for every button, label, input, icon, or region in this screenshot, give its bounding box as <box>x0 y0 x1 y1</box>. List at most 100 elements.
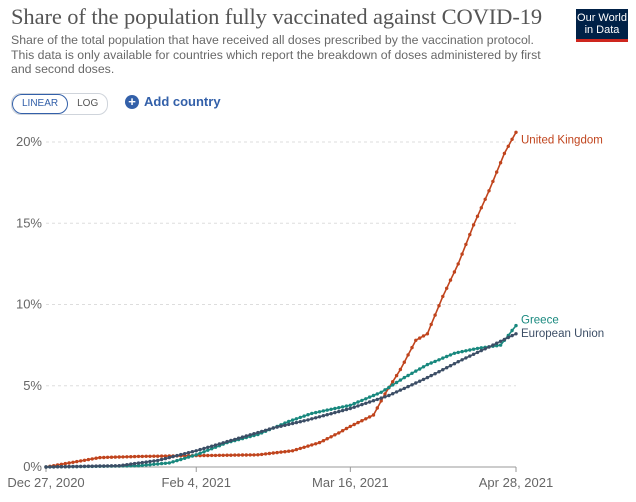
data-point <box>186 455 191 459</box>
data-point <box>437 358 441 362</box>
data-point <box>290 449 295 453</box>
data-point <box>94 456 98 460</box>
data-point <box>129 455 133 459</box>
data-point <box>183 452 187 456</box>
data-point <box>267 427 272 431</box>
data-point <box>321 439 326 443</box>
data-point <box>510 137 514 141</box>
data-point <box>256 453 260 457</box>
data-point <box>471 352 476 356</box>
data-point <box>109 464 114 468</box>
series-label: United Kingdom <box>521 134 603 146</box>
data-point <box>167 455 171 460</box>
data-point <box>152 454 156 458</box>
data-point <box>352 401 356 406</box>
linear-scale-button[interactable]: LINEAR <box>12 94 69 114</box>
data-point <box>364 417 368 421</box>
data-point <box>506 335 510 340</box>
data-point <box>67 464 71 469</box>
data-point <box>290 418 295 422</box>
data-point <box>340 405 345 409</box>
data-point <box>121 463 125 467</box>
data-point <box>325 413 329 417</box>
data-point <box>306 444 310 448</box>
data-point <box>206 448 210 452</box>
data-point <box>63 461 67 466</box>
data-point <box>441 294 445 299</box>
data-point <box>337 431 341 435</box>
data-point <box>298 420 302 424</box>
data-point <box>260 429 264 434</box>
add-country-button[interactable]: + Add country <box>125 94 221 109</box>
data-point <box>252 453 256 457</box>
data-point <box>263 452 268 456</box>
data-point <box>59 465 64 469</box>
data-point <box>448 353 453 357</box>
data-point <box>202 453 206 458</box>
y-tick-label: 10% <box>16 297 42 312</box>
data-point <box>306 418 310 422</box>
data-point <box>256 430 260 435</box>
data-point <box>175 458 179 463</box>
data-point <box>109 455 114 459</box>
data-point <box>429 322 433 327</box>
data-point <box>132 461 137 466</box>
data-point <box>275 450 279 455</box>
data-point <box>310 411 314 416</box>
data-point <box>414 381 418 385</box>
data-point <box>314 442 318 446</box>
data-point <box>105 455 110 459</box>
data-point <box>418 336 422 340</box>
data-point <box>167 461 171 465</box>
data-point <box>156 458 160 463</box>
data-point <box>275 425 279 429</box>
data-point <box>371 399 376 403</box>
data-point <box>102 455 106 460</box>
chart-subtitle: Share of the total population that have … <box>11 33 541 76</box>
data-point <box>498 343 503 347</box>
data-point <box>314 416 318 420</box>
data-point <box>356 400 360 404</box>
data-point <box>260 452 264 457</box>
data-point <box>71 464 75 469</box>
data-point <box>514 332 518 336</box>
x-tick-label: Dec 27, 2020 <box>7 475 84 490</box>
series-line <box>45 333 517 468</box>
data-point <box>348 424 352 429</box>
data-point <box>213 443 218 447</box>
data-point <box>156 454 160 458</box>
data-point <box>283 450 287 454</box>
data-point <box>252 432 256 436</box>
data-point <box>371 393 376 398</box>
data-point <box>202 450 206 454</box>
data-point <box>236 436 241 440</box>
data-point <box>140 454 144 459</box>
data-point <box>310 443 314 447</box>
scale-toggle: LINEAR LOG <box>11 93 109 115</box>
data-point <box>213 453 218 458</box>
owid-logo[interactable]: Our World in Data <box>576 9 628 42</box>
data-point <box>159 454 164 458</box>
data-point <box>487 189 491 193</box>
data-point <box>159 457 164 462</box>
data-point <box>367 400 372 404</box>
data-point <box>98 464 102 468</box>
data-point <box>344 426 349 431</box>
data-point <box>352 405 356 409</box>
data-point <box>464 356 468 360</box>
data-point <box>483 347 487 351</box>
y-tick-label: 5% <box>23 378 42 393</box>
data-point <box>456 360 460 364</box>
data-point <box>464 242 468 247</box>
data-point <box>502 151 507 156</box>
data-point <box>55 465 60 469</box>
logo-line-2: in Data <box>584 24 620 36</box>
data-point <box>333 406 337 411</box>
data-point <box>402 360 406 364</box>
data-point <box>171 454 175 459</box>
log-scale-button[interactable]: LOG <box>77 98 99 109</box>
data-point <box>391 392 395 396</box>
data-point <box>340 429 345 433</box>
data-point <box>321 409 326 413</box>
data-point <box>194 453 198 457</box>
